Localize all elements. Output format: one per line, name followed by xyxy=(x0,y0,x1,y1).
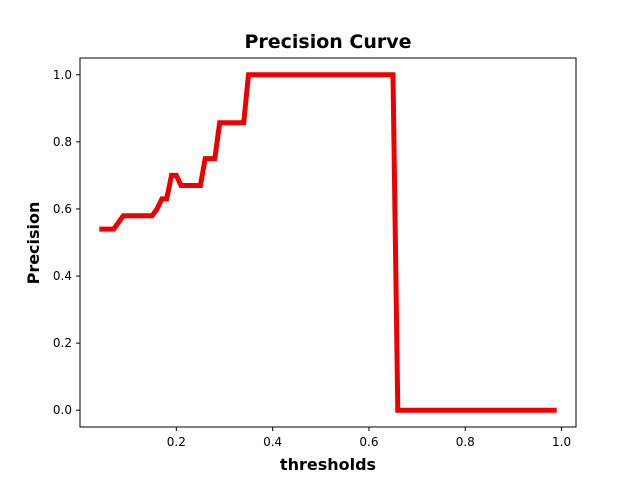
y-tick-label: 0.4 xyxy=(53,269,72,283)
y-tick-label: 0.2 xyxy=(53,336,72,350)
plot-area-frame xyxy=(79,57,577,428)
x-axis-label: thresholds xyxy=(280,455,376,474)
y-axis-label: Precision xyxy=(24,202,43,285)
plot-series xyxy=(99,72,557,413)
x-tick-label: 0.6 xyxy=(359,435,378,449)
x-tick-label: 0.2 xyxy=(167,435,186,449)
chart-title: Precision Curve xyxy=(244,31,411,53)
y-tick-label: 0.0 xyxy=(53,403,72,417)
precision-line xyxy=(99,72,557,413)
x-tick-label: 1.0 xyxy=(552,435,571,449)
x-ticks: 0.2 0.4 0.6 0.8 1.0 xyxy=(167,427,571,449)
y-ticks: 0.0 0.2 0.4 0.6 0.8 1.0 xyxy=(53,68,80,417)
x-tick-label: 0.4 xyxy=(263,435,282,449)
y-tick-label: 0.6 xyxy=(53,202,72,216)
x-tick-label: 0.8 xyxy=(456,435,475,449)
y-tick-label: 1.0 xyxy=(53,68,72,82)
y-tick-label: 0.8 xyxy=(53,135,72,149)
